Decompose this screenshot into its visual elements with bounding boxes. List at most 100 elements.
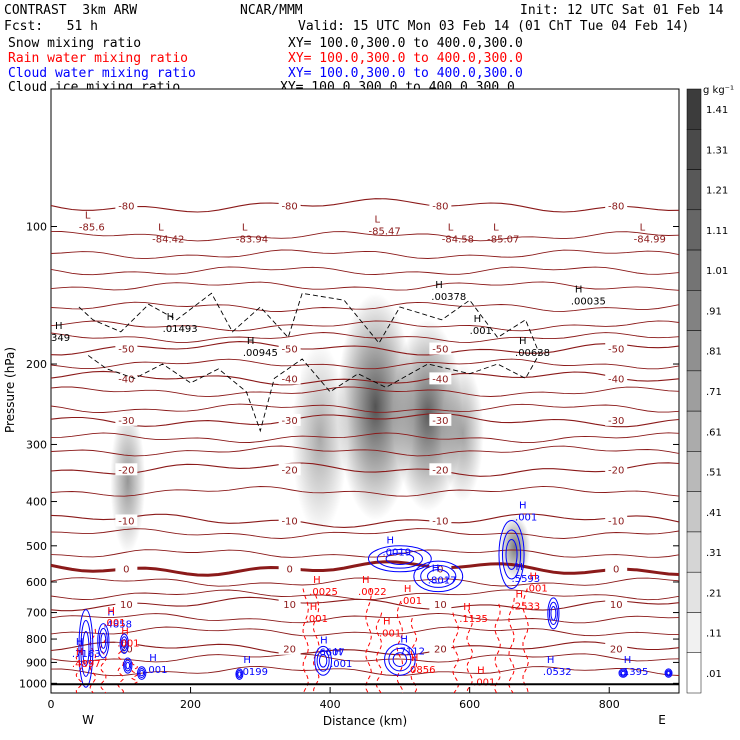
low-marker: L — [448, 222, 454, 233]
isotherm-label-bg — [278, 342, 301, 355]
isotherm-label-bg — [115, 514, 138, 527]
isotherm-label-bg — [278, 597, 301, 610]
cloud-water-contour — [413, 560, 464, 593]
rain-max-value: .0022 — [358, 587, 387, 598]
isotherm-label-bg — [605, 372, 628, 385]
rain-max-marker: H — [404, 584, 412, 595]
isotherm-line — [51, 231, 679, 242]
isotherm-label: -40 — [432, 374, 448, 385]
ice-max-marker: H — [247, 336, 255, 347]
isotherm-label-bg — [278, 463, 301, 476]
isotherm-label-bg — [115, 597, 138, 610]
cloud-water-contour — [236, 669, 243, 679]
y-tick-label: 500 — [26, 540, 47, 553]
cloud-water-contour — [125, 661, 131, 670]
isotherm-label-bg — [115, 199, 138, 212]
cloud-water-contour — [665, 669, 672, 677]
cloud-max-marker: H — [624, 655, 632, 666]
rain-max-marker: H — [477, 665, 485, 676]
isotherm-label: -20 — [281, 465, 297, 476]
cloud-max-value: .4858 — [103, 620, 132, 631]
isotherm--50 — [51, 341, 679, 356]
isotherm-label-bg — [115, 562, 138, 575]
isotherm-label-bg — [605, 642, 628, 655]
colorbar-swatch — [686, 612, 702, 653]
cloud-water-contour — [98, 627, 108, 654]
cloud-water-contour — [80, 620, 92, 677]
isotherm-label: -40 — [281, 374, 297, 385]
isotherm-label: 20 — [283, 645, 296, 656]
isotherm-label-bg — [429, 342, 452, 355]
cloud-water-contour — [550, 606, 557, 621]
cloud-water-contour — [498, 519, 525, 589]
cloud-water-contour — [121, 638, 127, 649]
rain-xy: XY= 100.0,300.0 to 400.0,300.0 — [288, 51, 523, 66]
cloud-max-value: .7163 — [72, 649, 101, 660]
isotherm-label: -10 — [432, 516, 448, 527]
isotherm-label-bg — [278, 372, 301, 385]
rain-contour — [452, 612, 459, 693]
rain-max-marker: H — [313, 575, 321, 586]
isotherm-label: -50 — [118, 345, 134, 356]
rain-max-value: .001 — [379, 629, 401, 640]
rain-max-value: .1135 — [459, 614, 488, 625]
rain-contour — [522, 588, 529, 693]
ice-max-value: .00945 — [243, 348, 278, 359]
rain-contour — [396, 600, 404, 693]
cloud-max-marker: H — [76, 637, 84, 648]
isotherm-line — [51, 432, 679, 444]
colorbar-swatch — [686, 209, 702, 251]
rain-max-value: .0856 — [407, 665, 436, 676]
x-tick-label: 600 — [459, 698, 480, 711]
low-value: -83.94 — [236, 234, 268, 245]
x-tick-label: 0 — [48, 698, 55, 711]
low-value: -84.42 — [152, 234, 184, 245]
low-marker: L — [242, 222, 248, 233]
colorbar-swatch — [686, 491, 702, 533]
colorbar-swatch — [686, 410, 702, 452]
isotherm--10 — [51, 513, 679, 528]
rain-contour — [117, 650, 124, 693]
cloud-max-marker: H — [547, 655, 555, 666]
isotherm--30 — [51, 412, 679, 428]
ice-max-value: .00035 — [571, 296, 606, 307]
isotherm-label-bg — [605, 413, 628, 426]
colorbar-swatch — [686, 249, 702, 291]
cloud-water-label: Cloud water mixing ratio — [8, 66, 196, 81]
y-axis-label: Pressure (hPa) — [3, 347, 17, 433]
ice-max-value: 349 — [51, 333, 70, 344]
cloud-max-marker: H — [107, 608, 115, 619]
cloud-max-value: .0019 — [382, 547, 411, 558]
isotherm-label: -30 — [118, 416, 134, 427]
isotherm-20 — [51, 641, 679, 656]
isotherm-line — [51, 485, 679, 497]
colorbar-tick-label: .41 — [706, 508, 722, 519]
isotherm-label: -20 — [608, 465, 624, 476]
cloud-ice-contour — [78, 292, 540, 433]
rain-max-marker: H — [107, 606, 115, 617]
colorbar-tick-label: .21 — [706, 588, 722, 599]
rain-max-value: .2533 — [512, 602, 541, 613]
colorbar-tick-label: .01 — [706, 669, 722, 680]
cloud-max-value: .001 — [145, 665, 167, 676]
isotherm-label-bg — [115, 342, 138, 355]
isotherm-line — [51, 281, 679, 291]
model-title: CONTRAST 3km ARW — [4, 3, 138, 18]
cloud-water-contour — [420, 564, 457, 588]
isotherm-label: -50 — [281, 345, 297, 356]
isotherm-label-bg — [605, 199, 628, 212]
ice-max-marker: H — [55, 321, 63, 332]
low-value: -85.07 — [487, 234, 519, 245]
rain-max-value: .4897 — [72, 659, 101, 670]
y-tick-label: 800 — [26, 633, 47, 646]
cloud-water-contour — [618, 668, 628, 678]
isotherm-line — [51, 528, 679, 539]
isotherm-label-bg — [429, 597, 452, 610]
cloud-water-contour — [392, 652, 408, 667]
low-marker: L — [374, 215, 380, 226]
snow-shading-blob — [441, 364, 484, 502]
rain-max-marker: H — [463, 602, 471, 613]
low-marker: L — [640, 222, 646, 233]
isotherm-label-bg — [278, 199, 301, 212]
y-tick-label: 900 — [26, 656, 47, 669]
